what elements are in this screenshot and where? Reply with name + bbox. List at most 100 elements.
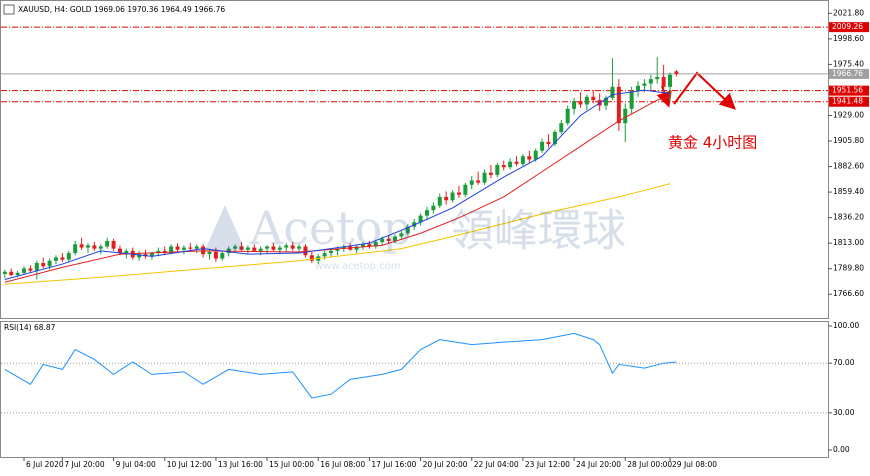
- candle-body: [105, 240, 110, 247]
- candle-body: [220, 253, 225, 259]
- level-label-box: [829, 85, 869, 96]
- candle-body: [591, 96, 596, 101]
- watermark: Acetop 領峰環球 www.acetop.com: [205, 201, 626, 272]
- candle-body: [137, 254, 142, 258]
- y-tick-label: 1813.00: [833, 238, 864, 247]
- candle-body: [373, 242, 378, 247]
- candle-body: [354, 246, 359, 250]
- y-tick-label: 1975.40: [833, 59, 864, 68]
- candle-body: [41, 262, 46, 267]
- candle-body: [661, 76, 666, 87]
- candle-body: [85, 245, 90, 248]
- candle-body: [367, 244, 372, 247]
- candle-body: [79, 244, 84, 248]
- candle-body: [636, 85, 641, 92]
- y-tick-label: 100.00: [833, 321, 859, 330]
- arrows: [656, 71, 736, 110]
- candle-body: [277, 247, 282, 250]
- level-label: 1966.76: [832, 69, 863, 78]
- y-tick-label: 0.00: [833, 445, 850, 454]
- candle-body: [149, 253, 154, 257]
- x-tick-label: 10 Jul 12:00: [167, 460, 212, 469]
- candle-body: [239, 246, 244, 250]
- x-tick-label: 24 Jul 20:00: [576, 460, 621, 469]
- candle-body: [47, 260, 52, 267]
- candle-body: [380, 238, 385, 243]
- candle-body: [444, 196, 449, 201]
- candle-body: [66, 253, 71, 260]
- candle-body: [22, 268, 27, 273]
- y-tick-label: 1836.20: [833, 213, 864, 222]
- candle-body: [34, 262, 39, 271]
- candle-body: [604, 97, 609, 106]
- candle-body: [572, 101, 577, 109]
- candle-body: [648, 79, 653, 84]
- x-tick-label: 9 Jul 04:00: [116, 460, 156, 469]
- candle-body: [245, 247, 250, 250]
- candle-body: [111, 240, 116, 249]
- y-tick-label: 2021.80: [833, 8, 864, 17]
- candle-body: [15, 272, 20, 276]
- candle-body: [469, 180, 474, 185]
- candle-body: [329, 250, 334, 254]
- candle-body: [610, 86, 615, 98]
- x-tick-label: 15 Jul 00:00: [269, 460, 314, 469]
- chart-title: XAUUSD, H4: GOLD 1969.06 1970.36 1964.49…: [18, 5, 225, 14]
- y-tick-label: 70.00: [833, 358, 855, 367]
- candle-body: [399, 233, 404, 237]
- candle-body: [520, 156, 525, 164]
- series-line: [4, 332, 677, 399]
- watermark-text: 領峰環球: [450, 206, 626, 257]
- arrow: [656, 85, 672, 108]
- series-line: [4, 96, 671, 283]
- y-tick-label: 1905.80: [833, 136, 864, 145]
- x-tick-label: 16 Jul 08:00: [320, 460, 365, 469]
- candle-body: [527, 156, 532, 160]
- x-tick-label: 6 Jul 2020: [26, 460, 64, 469]
- candle-body: [655, 76, 660, 80]
- x-tick-label: 13 Jul 16:00: [218, 460, 263, 469]
- y-tick-label: 1789.80: [833, 264, 864, 273]
- y-tick-label: 30.00: [833, 408, 855, 417]
- y-tick-label: 1766.60: [833, 289, 864, 298]
- candle-body: [578, 101, 583, 105]
- candle-body: [546, 141, 551, 145]
- candle-body: [533, 150, 538, 160]
- x-tick-label: 22 Jul 04:00: [474, 460, 519, 469]
- candle-body: [565, 108, 570, 124]
- main-panel-frame: [0, 0, 829, 319]
- candle-body: [28, 268, 33, 271]
- candle-body: [9, 271, 14, 276]
- candle-body: [117, 248, 122, 254]
- menu-icon[interactable]: [3, 4, 15, 15]
- x-tick-label: 17 Jul 16:00: [371, 460, 416, 469]
- level-label-box: [829, 22, 869, 33]
- candle-body: [495, 165, 500, 175]
- candle-body: [437, 196, 442, 206]
- rsi-title: RSI(14) 68.87: [4, 323, 56, 332]
- candle-body: [431, 205, 436, 211]
- candle-body: [303, 246, 308, 256]
- series-line: [4, 89, 671, 280]
- x-tick-label: 28 Jul 00:00: [627, 460, 672, 469]
- candle-body: [297, 246, 302, 249]
- candle-body: [463, 184, 468, 195]
- y-tick-label: 1929.00: [833, 110, 864, 119]
- candle-body: [201, 246, 206, 255]
- level-label-box: [829, 68, 869, 79]
- candle-body: [92, 245, 97, 249]
- candle-body: [584, 96, 589, 105]
- watermark-text: Acetop: [249, 201, 412, 255]
- candle-body: [341, 246, 346, 249]
- candle-body: [674, 71, 679, 74]
- candle-body: [508, 161, 513, 168]
- candle-body: [559, 123, 564, 132]
- candle-body: [392, 236, 397, 241]
- candle-body: [258, 248, 263, 251]
- candle-body: [188, 247, 193, 249]
- level-label: 2009.26: [832, 22, 863, 31]
- candle-body: [623, 108, 628, 124]
- candle-body: [629, 91, 634, 109]
